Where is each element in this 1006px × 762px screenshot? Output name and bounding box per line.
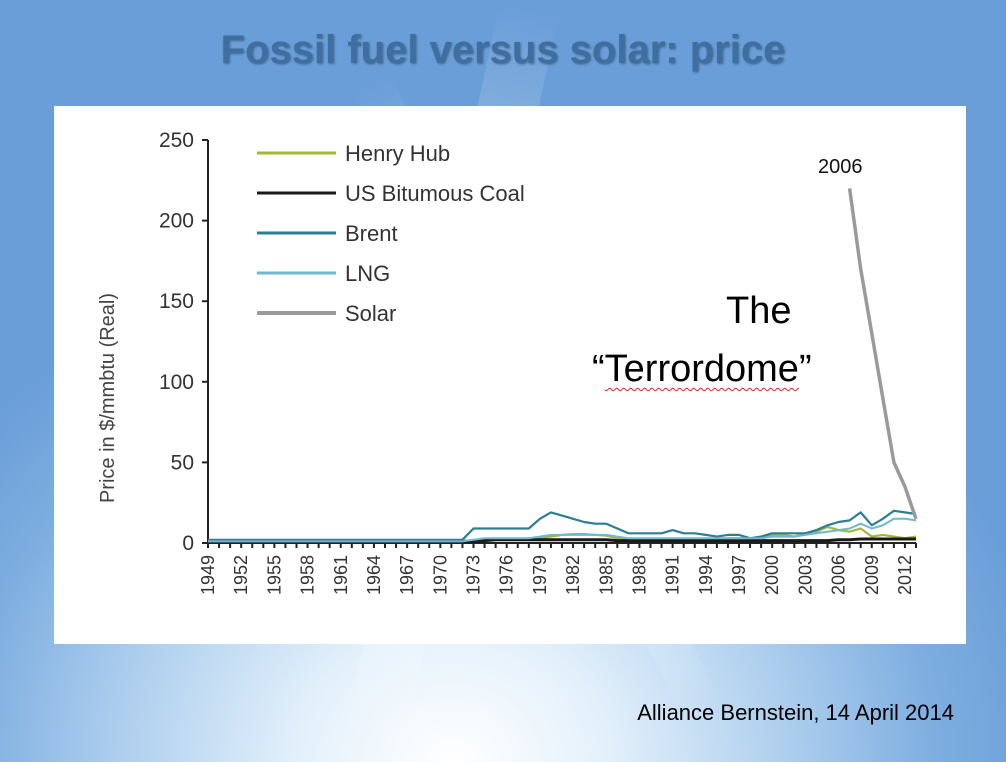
terrordome-annotation-line2: “Terrordome” [592,348,812,391]
chart-panel: 0 50 100 150 200 250 1949 1952 1955 1958 1961 1964 1… [54,106,966,644]
terrordome-annotation-line1: The [726,290,792,332]
y-axis-label: Price in $/mmbtu (Real) [97,293,119,503]
legend-entry-us-bitumous-coal: US Bitumous Coal [345,181,525,206]
x-tick-label: 2000 [762,555,782,595]
x-tick-label: 2012 [895,555,915,595]
series-line-lng [208,517,917,543]
x-tick-label: 1958 [298,555,318,595]
x-tick-label: 2003 [795,555,815,595]
x-tick-label: 1994 [696,555,716,595]
x-tick-label: 1982 [563,555,583,595]
chart-series-lines [208,188,918,543]
legend-entry-henry-hub: Henry Hub [345,141,450,166]
price-chart: 0 50 100 150 200 250 1949 1952 1955 1958 1961 1964 1… [97,129,918,595]
y-tick-label: 150 [159,290,194,313]
series-line-solar [847,188,918,520]
legend-entry-lng: LNG [345,261,390,286]
x-tick-label: 2006 [829,555,849,595]
close-quote: ” [798,348,812,390]
x-tick-label: 1988 [629,555,649,595]
y-tick-label: 0 [182,532,194,555]
year-marker-annotation: 2006 [818,156,863,178]
series-line-brent [208,509,917,541]
y-tick-label: 50 [171,451,194,474]
x-tick-label: 1970 [430,555,450,595]
x-tick-label: 1991 [663,555,683,595]
slide-title: Fossil fuel versus solar: price [220,28,786,72]
chart-legend: Henry Hub US Bitumous Coal Brent LNG Solar [257,141,525,326]
x-tick-label: 1979 [530,555,550,595]
x-tick-label: 1961 [331,555,351,595]
terrordome-word: Terrordome [604,348,799,390]
x-tick-label: 1952 [231,555,251,595]
legend-entry-solar: Solar [345,301,396,326]
source-note: Alliance Bernstein, 14 April 2014 [637,700,954,725]
x-tick-label: 1973 [464,555,484,595]
x-tick-label: 1976 [497,555,517,595]
x-tick-label: 1955 [264,555,284,595]
chart-axes: 0 50 100 150 200 250 1949 1952 1955 1958 1961 1964 1… [159,129,917,595]
x-tick-label: 1985 [596,555,616,595]
legend-entry-brent: Brent [345,221,398,246]
x-tick-label: 1964 [364,555,384,595]
x-tick-label: 1997 [729,555,749,595]
y-tick-label: 250 [159,129,194,152]
y-tick-label: 200 [159,210,194,233]
x-tick-label: 2009 [862,555,882,595]
y-tick-label: 100 [159,371,194,394]
x-tick-label: 1967 [397,555,417,595]
open-quote: “ [592,348,605,390]
x-tick-label: 1949 [198,555,218,595]
